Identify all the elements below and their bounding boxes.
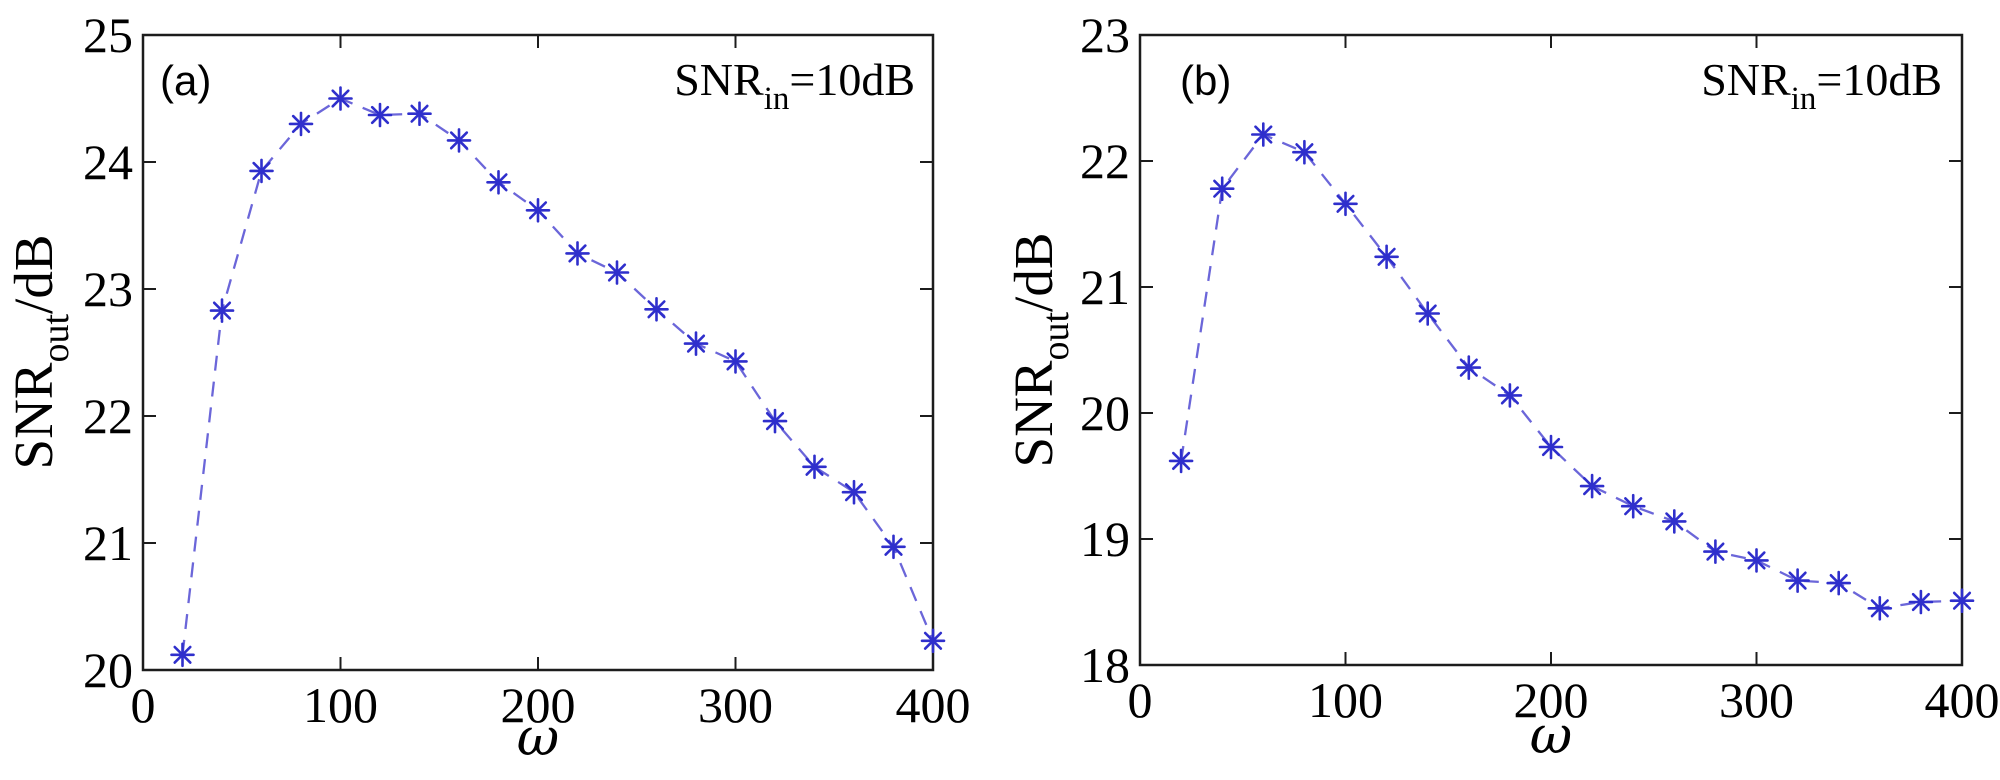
- annotation-main: SNR: [674, 54, 764, 105]
- y-axis-label-rest: /dB: [3, 234, 64, 313]
- asterisk-marker: [1949, 588, 1975, 614]
- annotation: SNRin=10dB: [674, 54, 915, 117]
- asterisk-marker: [1415, 301, 1441, 326]
- asterisk-marker: [762, 408, 788, 434]
- x-tick-label: 400: [896, 677, 971, 733]
- y-axis-label-sub: out: [35, 314, 77, 363]
- x-tick-label: 200: [1514, 672, 1589, 728]
- x-tick-label: 300: [1719, 672, 1794, 728]
- x-tick-label: 300: [698, 677, 773, 733]
- annotation-sub: in: [1791, 81, 1817, 117]
- asterisk-marker: [1620, 493, 1646, 519]
- y-axis-label-main: SNR: [1003, 360, 1064, 467]
- y-tick-label: 20: [1080, 385, 1130, 441]
- y-axis-label-rest: /dB: [1003, 232, 1064, 311]
- asterisk-marker: [1497, 383, 1523, 408]
- asterisk-marker: [1867, 595, 1893, 621]
- y-tick-label: 23: [83, 261, 133, 317]
- y-tick-label: 20: [83, 642, 133, 698]
- y-tick-label: 21: [1080, 259, 1130, 315]
- x-tick-label: 100: [303, 677, 378, 733]
- asterisk-marker: [446, 128, 472, 153]
- x-axis-label: ω: [517, 708, 559, 768]
- x-tick-label: 400: [1925, 672, 2000, 728]
- panel-label: (a): [160, 57, 211, 104]
- axes-layer: 0 100 200 300 400 18 19 20 21 22 23: [1080, 7, 2000, 728]
- panel-a: 0 100 200 300 400 20 21 22 23 24 25 (a) SNRin=10dB…: [3, 7, 971, 768]
- x-tick-label: 0: [131, 677, 156, 733]
- asterisk-marker: [1785, 568, 1810, 593]
- annotation: SNRin=10dB: [1701, 54, 1942, 117]
- asterisk-marker: [644, 296, 669, 322]
- y-tick-label: 19: [1080, 511, 1130, 567]
- x-tick-label: 200: [501, 677, 576, 733]
- asterisk-marker: [1826, 570, 1852, 596]
- asterisk-marker: [1168, 448, 1194, 474]
- asterisk-marker: [407, 101, 432, 126]
- asterisk-marker: [1292, 139, 1317, 165]
- y-axis-label: SNRout/dB: [1003, 232, 1077, 467]
- y-axis-label: SNRout/dB: [3, 234, 77, 469]
- annotation-rest: =10dB: [789, 54, 915, 105]
- series-layer: [170, 86, 946, 668]
- asterisk-marker: [1908, 589, 1934, 615]
- series-dashed-line: [181, 97, 935, 655]
- y-tick-label: 21: [83, 515, 133, 571]
- annotation-rest: =10dB: [1816, 54, 1942, 105]
- y-tick-label: 23: [1080, 7, 1130, 63]
- asterisk-marker: [486, 170, 511, 195]
- asterisk-marker: [1374, 244, 1399, 270]
- asterisk-marker: [1333, 191, 1358, 217]
- x-axis-label: ω: [1530, 706, 1572, 766]
- asterisk-marker: [604, 260, 630, 285]
- series-dashed-line: [1179, 133, 1963, 610]
- asterisk-marker: [170, 642, 195, 668]
- asterisk-marker: [1456, 355, 1482, 380]
- asterisk-marker: [1744, 548, 1769, 573]
- annotation-sub: in: [764, 81, 790, 117]
- y-tick-label: 18: [1080, 637, 1130, 693]
- asterisk-marker: [841, 479, 867, 505]
- asterisk-marker: [328, 86, 353, 111]
- asterisk-marker: [525, 198, 551, 223]
- asterisk-marker: [1250, 122, 1276, 147]
- panel-b: 0 100 200 300 400 18 19 20 21 22 23 (b) SNRin=10dB…: [1000, 0, 2000, 780]
- asterisk-marker: [249, 158, 274, 184]
- asterisk-marker: [288, 111, 314, 137]
- y-axis-label-sub: out: [1035, 312, 1077, 361]
- asterisk-marker: [920, 628, 946, 654]
- asterisk-marker: [723, 349, 748, 374]
- asterisk-marker: [1209, 176, 1235, 201]
- y-axis-label-main: SNR: [3, 362, 64, 469]
- asterisk-marker: [881, 534, 906, 560]
- series-layer: [1168, 122, 1975, 621]
- x-tick-label: 0: [1128, 672, 1153, 728]
- asterisk-marker: [209, 298, 235, 323]
- y-tick-label: 25: [83, 7, 133, 63]
- asterisk-marker: [683, 331, 709, 356]
- annotation-main: SNR: [1701, 54, 1791, 105]
- y-tick-label: 22: [83, 388, 133, 444]
- axes-layer: 0 100 200 300 400 20 21 22 23 24 25: [83, 7, 971, 733]
- y-tick-label: 22: [1080, 133, 1130, 189]
- asterisk-marker: [367, 102, 393, 128]
- y-tick-label: 24: [83, 134, 133, 190]
- asterisk-marker: [802, 454, 827, 480]
- asterisk-marker: [1661, 509, 1687, 534]
- panel-label: (b): [1180, 57, 1231, 104]
- asterisk-marker: [565, 241, 590, 266]
- plot-box: [141, 33, 935, 672]
- asterisk-marker: [1579, 473, 1605, 499]
- x-tick-label: 100: [1308, 672, 1383, 728]
- asterisk-marker: [1538, 434, 1564, 460]
- asterisk-marker: [1703, 539, 1728, 564]
